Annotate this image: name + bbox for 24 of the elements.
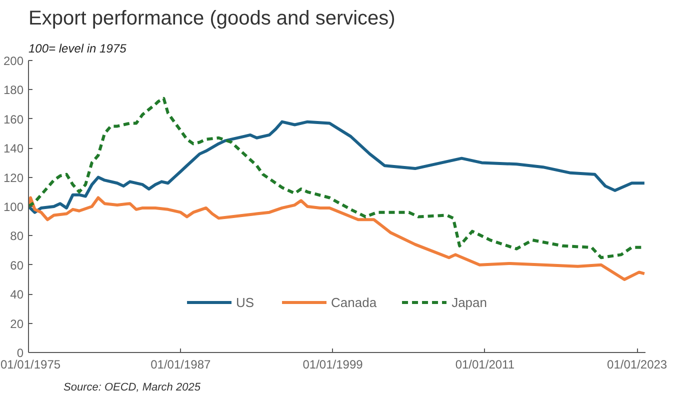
- line-series: [28, 120, 646, 214]
- y-tick-label: 100: [3, 200, 24, 214]
- y-tick-label: 120: [3, 170, 24, 185]
- y-tick-label: 180: [3, 83, 24, 98]
- x-tick-label: 01/01/1999: [302, 358, 364, 372]
- y-tick-label: 40: [10, 288, 24, 302]
- y-tick-label: 200: [3, 54, 24, 68]
- legend-label: Japan: [452, 294, 487, 310]
- line-series: [28, 196, 646, 281]
- y-tick-label: 60: [10, 258, 24, 272]
- chart-subtitle: 100= level in 1975: [28, 42, 127, 56]
- chart-title: Export performance (goods and services): [28, 8, 396, 30]
- y-tick-label: 0: [16, 346, 24, 360]
- source-note: Source: OECD, March 2025: [64, 382, 202, 394]
- y-tick-label: 140: [3, 142, 24, 156]
- y-tick-label: 80: [10, 229, 24, 244]
- x-tick-label: 01/01/1987: [150, 358, 211, 372]
- y-tick-label: 20: [10, 316, 24, 331]
- legend-label: Canada: [331, 294, 377, 310]
- x-tick-label: 01/01/2011: [455, 358, 515, 372]
- y-tick-label: 160: [3, 112, 24, 126]
- x-tick-label: 01/01/1975: [0, 358, 61, 372]
- legend-label: US: [236, 294, 256, 310]
- x-tick-label: 01/01/2023: [607, 358, 668, 372]
